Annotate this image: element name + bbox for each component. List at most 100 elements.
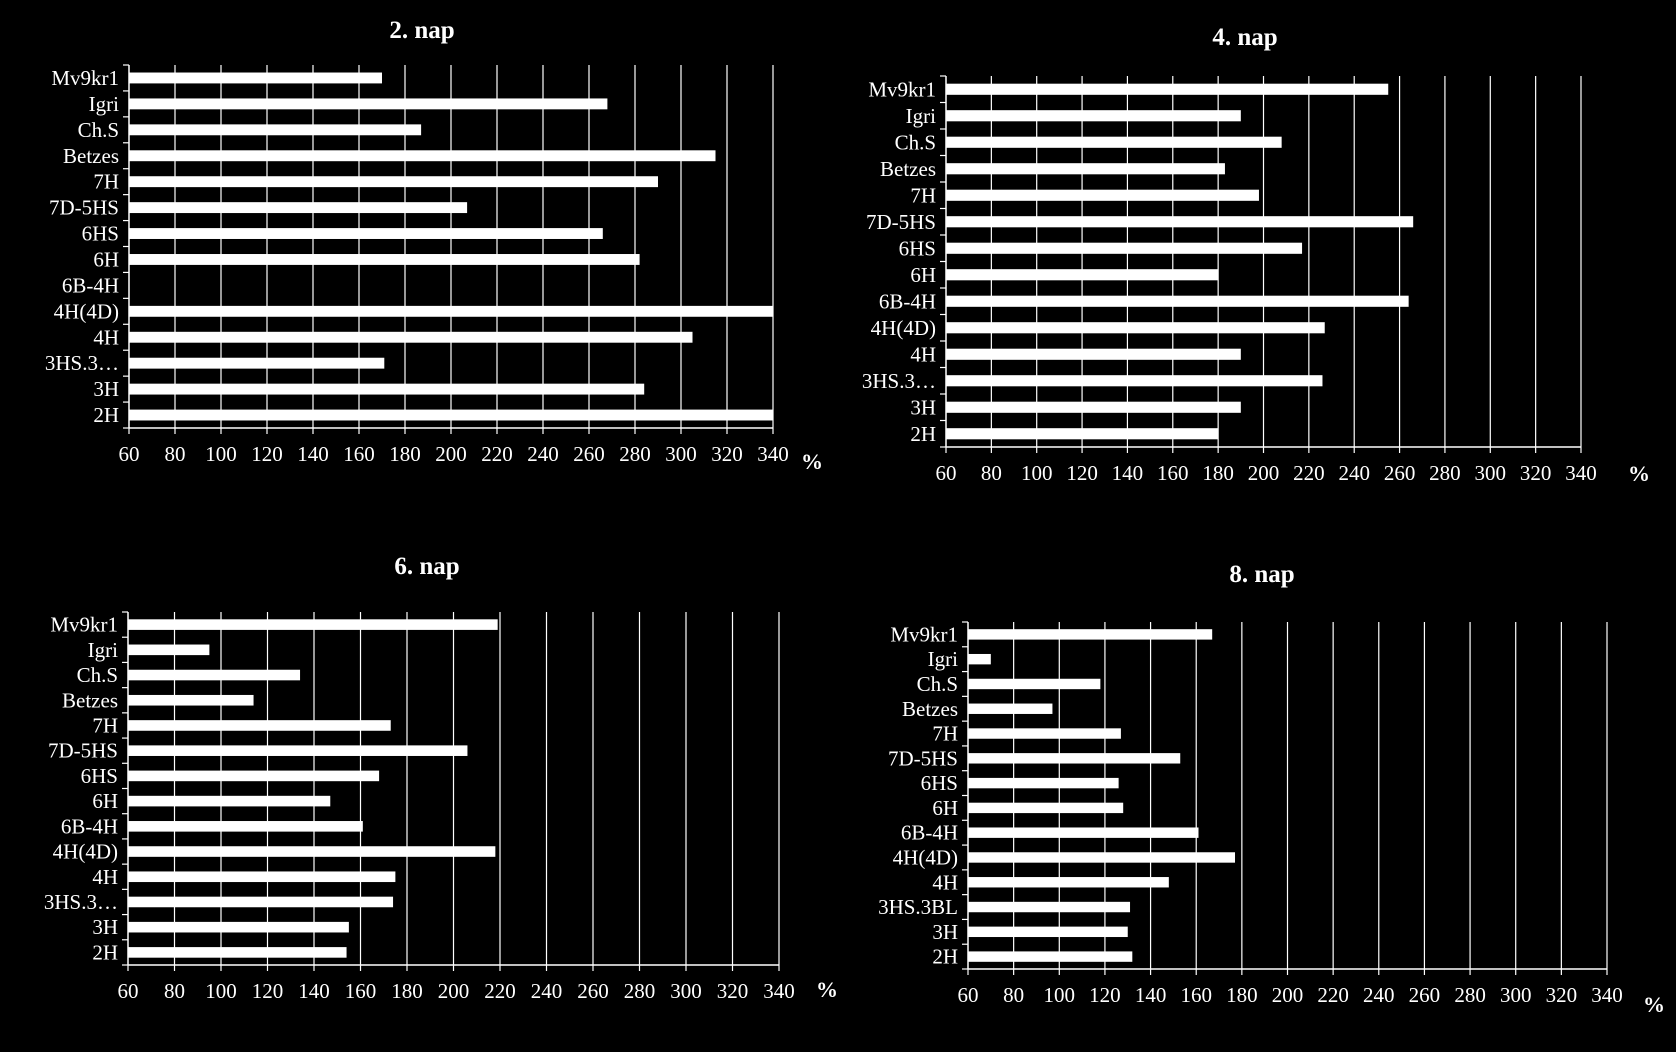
category-label: 3HS.3BL <box>878 895 958 919</box>
category-label: Ch.S <box>78 118 119 142</box>
category-label: 6B-4H <box>62 273 119 297</box>
x-tick-label: 160 <box>1157 461 1189 485</box>
chart-title: 4. nap <box>1212 24 1277 51</box>
x-tick-label: 180 <box>389 442 421 466</box>
bar-3hs-3- <box>129 357 385 369</box>
x-tick-label: 100 <box>205 979 237 1003</box>
category-label: 3H <box>910 395 936 419</box>
category-label: 4H <box>93 325 119 349</box>
category-label: 4H(4D) <box>871 316 936 340</box>
category-label: 6HS <box>899 236 936 260</box>
bar-7h <box>968 728 1121 739</box>
bar-7d-5hs <box>128 745 468 756</box>
bar-6b-4h <box>946 295 1409 307</box>
x-tick-label: 140 <box>1112 461 1144 485</box>
x-tick-label: 280 <box>624 979 656 1003</box>
x-tick-label: 200 <box>1272 983 1304 1007</box>
category-label: 2H <box>93 403 119 427</box>
category-label: 6HS <box>82 222 119 246</box>
x-tick-label: 340 <box>1565 461 1597 485</box>
x-tick-label: 220 <box>1293 461 1325 485</box>
x-tick-label: 280 <box>1429 461 1461 485</box>
category-label: 2H <box>910 422 936 446</box>
bar-7h <box>129 176 658 188</box>
bar-2h <box>129 409 773 421</box>
category-label: Mv9kr1 <box>868 77 936 101</box>
category-label: 3H <box>92 915 118 939</box>
x-tick-label: 300 <box>1500 983 1532 1007</box>
x-tick-label: 80 <box>164 979 185 1003</box>
x-tick-label: 300 <box>665 442 697 466</box>
x-tick-label: 120 <box>1066 461 1098 485</box>
x-tick-label: 80 <box>165 442 186 466</box>
bar-6hs <box>946 242 1303 254</box>
bar-igri <box>129 98 608 110</box>
x-tick-label: 100 <box>1021 461 1053 485</box>
bar-4h <box>968 877 1169 888</box>
x-tick-label: 340 <box>757 442 789 466</box>
x-tick-label: 220 <box>481 442 513 466</box>
category-label: 3HS.3… <box>862 369 936 393</box>
bar-4h <box>128 871 396 883</box>
category-label: 6B-4H <box>901 821 958 845</box>
x-tick-label: 140 <box>298 979 330 1003</box>
bar-7d-5hs <box>129 202 468 214</box>
category-label: Ch.S <box>917 672 958 696</box>
x-tick-label: 180 <box>1202 461 1234 485</box>
category-label: 2H <box>92 940 118 964</box>
category-label: Mv9kr1 <box>51 66 119 90</box>
category-label: 6H <box>92 789 118 813</box>
category-label: 3H <box>932 920 958 944</box>
category-label: 3H <box>93 377 119 401</box>
x-tick-label: 180 <box>1226 983 1258 1007</box>
x-tick-label: 220 <box>1317 983 1349 1007</box>
x-tick-label: 220 <box>484 979 516 1003</box>
bar-ch-s <box>968 678 1101 690</box>
chart-title: 8. nap <box>1229 561 1294 588</box>
x-tick-label: 340 <box>1591 983 1623 1007</box>
x-tick-label: 200 <box>1248 461 1280 485</box>
x-tick-label: 60 <box>936 461 957 485</box>
bar-3h <box>129 383 645 395</box>
x-tick-label: 340 <box>763 979 795 1003</box>
chart-title: 2. nap <box>389 17 454 44</box>
chart-title: 6. nap <box>394 553 459 580</box>
x-tick-label: 80 <box>1003 983 1024 1007</box>
x-unit-label: % <box>801 449 823 474</box>
bar-2h <box>946 428 1219 440</box>
bar-ch-s <box>128 669 301 681</box>
x-tick-label: 260 <box>1384 461 1416 485</box>
bar-mv9kr1 <box>968 629 1213 640</box>
category-label: 7D-5HS <box>49 196 119 220</box>
chart-day-6: Mv9kr1IgriCh.SBetzes7H7D-5HS6HS6H6B-4H4H… <box>44 553 838 1003</box>
category-label: 4H(4D) <box>53 840 118 864</box>
x-tick-label: 240 <box>1338 461 1370 485</box>
x-tick-label: 120 <box>251 442 283 466</box>
bar-mv9kr1 <box>946 83 1389 95</box>
x-tick-label: 60 <box>119 442 140 466</box>
category-label: Mv9kr1 <box>50 613 118 637</box>
category-label: 6HS <box>81 764 118 788</box>
x-tick-label: 120 <box>1089 983 1121 1007</box>
bar-7d-5hs <box>946 216 1414 228</box>
category-label: 6HS <box>921 771 958 795</box>
x-tick-label: 260 <box>1409 983 1441 1007</box>
category-label: 7D-5HS <box>48 739 118 763</box>
bar-4h-4d- <box>968 852 1236 863</box>
bar-7h <box>946 189 1259 201</box>
category-label: Mv9kr1 <box>890 622 958 646</box>
bar-betzes <box>129 150 716 162</box>
x-tick-label: 320 <box>717 979 749 1003</box>
bar-6h <box>129 254 640 265</box>
x-tick-label: 320 <box>1520 461 1552 485</box>
x-unit-label: % <box>1628 461 1650 486</box>
x-tick-label: 260 <box>577 979 609 1003</box>
x-tick-label: 240 <box>527 442 559 466</box>
x-tick-label: 160 <box>1180 983 1212 1007</box>
bar-mv9kr1 <box>129 72 382 84</box>
x-tick-label: 60 <box>118 979 139 1003</box>
bar-3h <box>946 401 1241 413</box>
category-label: 3HS.3… <box>44 890 118 914</box>
